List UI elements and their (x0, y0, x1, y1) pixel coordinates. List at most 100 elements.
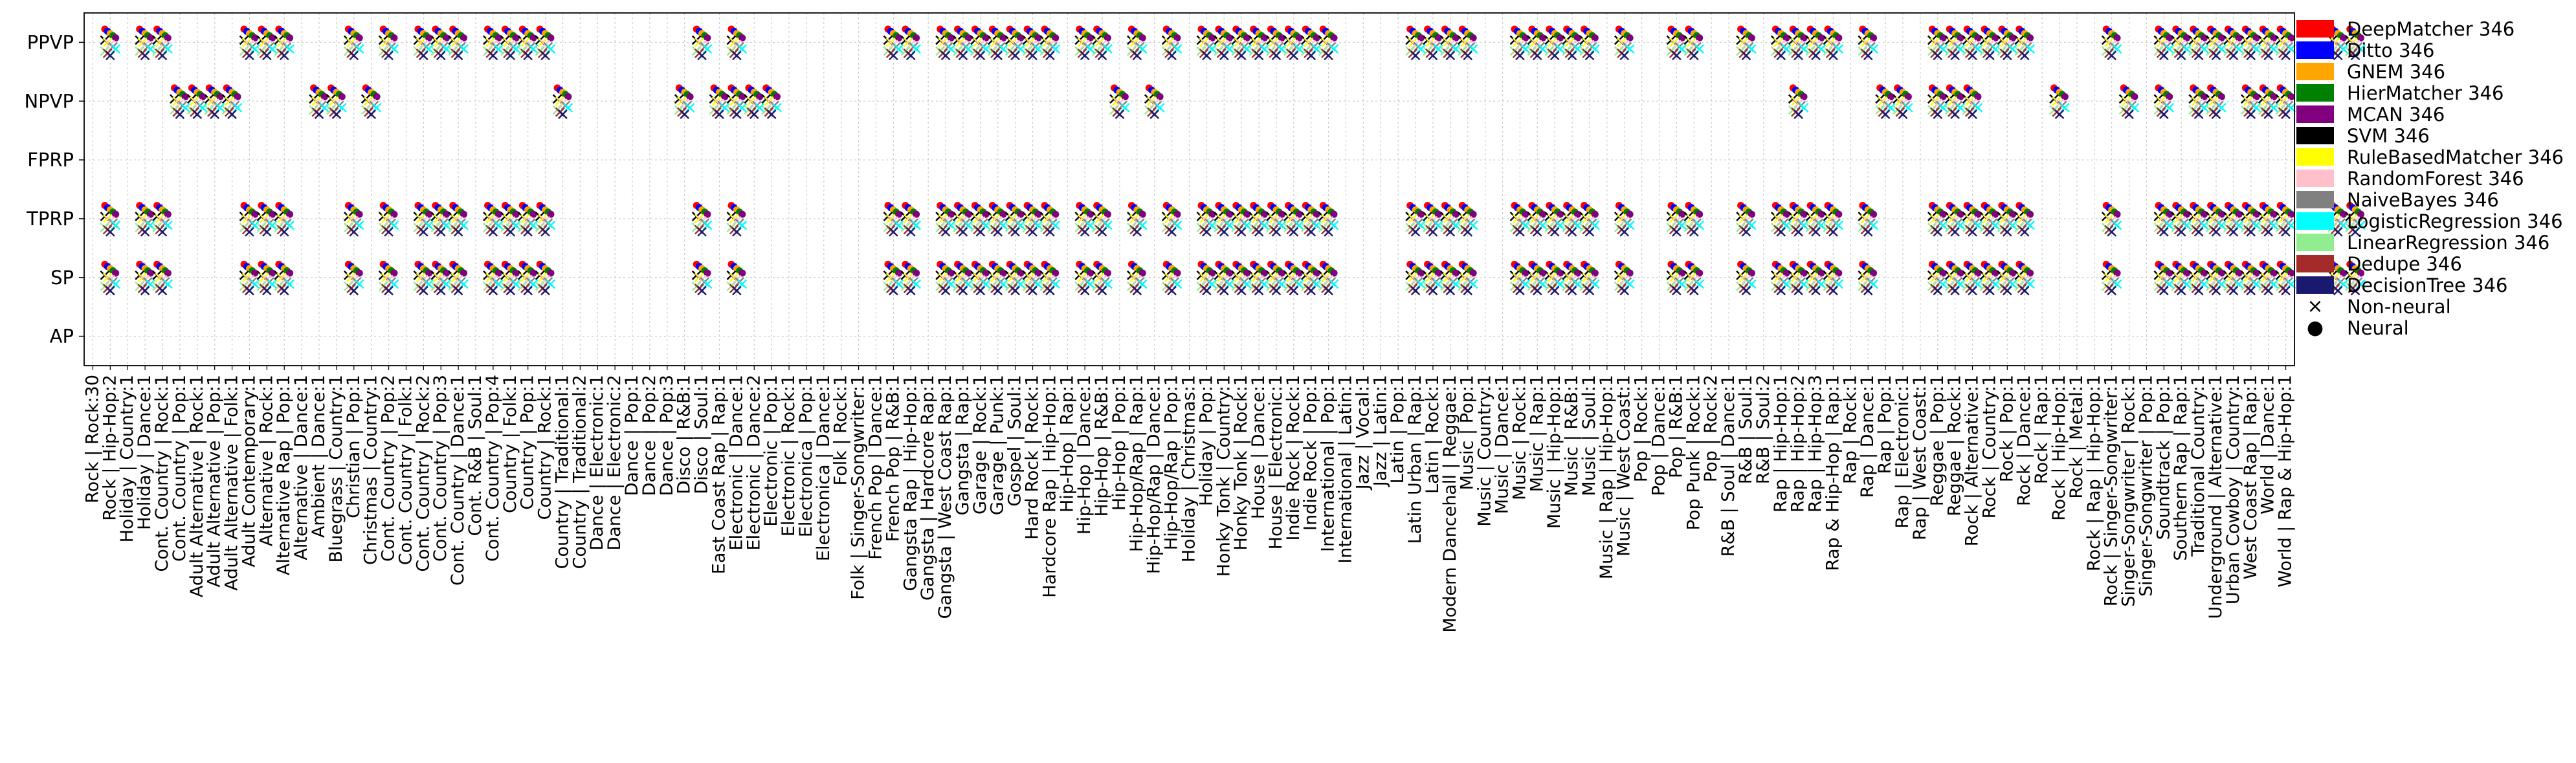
non-neural-point (940, 50, 951, 61)
non-neural-point (1311, 44, 1322, 54)
non-neural-point (436, 50, 446, 61)
legend-label: DeepMatcher 346 (2347, 17, 2515, 40)
non-neural-point (1828, 50, 1838, 61)
neural-point (1992, 34, 1999, 42)
non-neural-point (424, 220, 434, 230)
legend-label: Dedupe 346 (2347, 252, 2462, 275)
neural-point (1800, 34, 1808, 42)
non-neural-point (1103, 279, 1113, 289)
neural-point (512, 269, 520, 277)
legend-label: RandomForest 346 (2347, 167, 2524, 190)
non-neural-point (1242, 44, 1252, 54)
neural-point (1573, 210, 1581, 218)
non-neural-point (702, 279, 713, 289)
neural-point (147, 210, 155, 218)
non-neural-point (1085, 44, 1095, 54)
neural-point (2026, 210, 2034, 218)
non-neural-point (1080, 227, 1090, 237)
legend-item: GNEM 346 (2296, 61, 2568, 83)
neural-point (147, 34, 155, 42)
legend-label: Neural (2347, 316, 2409, 339)
non-neural-point (511, 279, 521, 289)
neural-point (1295, 34, 1303, 42)
x-tick-label: Indie Rock | Pop:1 (1301, 375, 1321, 531)
non-neural-point (1776, 50, 1786, 61)
x-tick-label: Rock | Dance:1 (2014, 375, 2034, 506)
neural-point (1870, 210, 1878, 218)
neural-point (1417, 210, 1425, 218)
non-neural-point (1677, 220, 1687, 230)
x-tick-label: Ambient | Dance:1 (309, 375, 329, 538)
neural-point (2113, 210, 2121, 218)
neural-point (2026, 34, 2034, 42)
legend-item: NaiveBayes 346 (2296, 188, 2568, 211)
x-tick-label: Singer-Songwriter | Pop:1 (2136, 375, 2156, 597)
non-neural-point (1863, 227, 1873, 237)
non-neural-point (1532, 50, 1542, 61)
non-neural-point (1793, 227, 1803, 237)
non-neural-point (2008, 279, 2018, 289)
neural-point (1208, 269, 1216, 277)
non-neural-point (981, 220, 991, 230)
non-neural-point (1584, 50, 1595, 61)
legend-item: LinearRegression 346 (2296, 232, 2568, 254)
x-tick-label: Dance | Electronic:1 (587, 375, 607, 551)
neural-point (1295, 210, 1303, 218)
legend-item: RandomForest 346 (2296, 167, 2568, 190)
non-neural-point (389, 279, 399, 289)
neural-point (1173, 210, 1181, 218)
neural-point (1887, 93, 1894, 100)
neural-point (1104, 34, 1111, 42)
non-neural-point (2159, 227, 2169, 237)
non-neural-point (1045, 227, 1055, 237)
x-tick-label: Gangsta Rap | Hip-Hop:1 (900, 375, 920, 592)
neural-point (164, 210, 172, 218)
non-neural-point (1567, 50, 1577, 61)
non-neural-point (1271, 50, 1282, 61)
neural-point (1208, 210, 1216, 218)
non-neural-point (2281, 285, 2291, 296)
x-tick-label: Electronic | Rock:1 (779, 375, 799, 536)
non-neural-point (1306, 227, 1316, 237)
x-tick-label: Rock | Singer-Songwriter:1 (2102, 375, 2122, 606)
non-neural-point (1869, 44, 1878, 54)
legend-label: NaiveBayes 346 (2347, 188, 2499, 211)
non-neural-point (245, 50, 254, 61)
non-neural-point (1428, 50, 1438, 61)
neural-point (1452, 269, 1460, 277)
neural-point (1974, 269, 1982, 277)
non-neural-point (1167, 227, 1177, 237)
non-neural-point (1625, 44, 1635, 54)
non-neural-point (1085, 220, 1095, 230)
non-neural-point (1311, 220, 1322, 230)
neural-point (982, 34, 990, 42)
x-tick-label: Folk | Rock:1 (831, 375, 851, 485)
neural-point (999, 269, 1007, 277)
x-tick-label: Hip-Hop | Dance:1 (1074, 375, 1094, 535)
non-neural-point (2211, 285, 2221, 296)
non-neural-point (697, 285, 707, 296)
non-neural-point (1793, 285, 1803, 296)
non-neural-point (1573, 220, 1582, 230)
neural-point (2166, 93, 2173, 100)
non-neural-point (2269, 220, 2279, 230)
non-neural-point (1010, 50, 1020, 61)
neural-point (234, 93, 241, 100)
non-neural-point (558, 109, 568, 119)
neural-point (2287, 93, 2295, 100)
x-tick-label: R&B | Soul:2 (1753, 375, 1773, 484)
non-neural-point (511, 44, 521, 54)
neural-point (2009, 210, 2017, 218)
non-neural-point (1567, 285, 1577, 296)
non-neural-point (1172, 220, 1183, 230)
non-neural-point (1973, 279, 1983, 289)
neural-point (1626, 269, 1634, 277)
legend-swatch (2296, 212, 2334, 230)
neural-point (2009, 34, 2017, 42)
non-neural-point (1172, 279, 1183, 289)
x-tick-label: Gospel | Soul:1 (1005, 375, 1025, 507)
non-neural-point (540, 285, 550, 296)
non-neural-point (2246, 109, 2256, 119)
non-neural-point (1828, 227, 1838, 237)
legend-item: MCAN 346 (2296, 104, 2568, 126)
